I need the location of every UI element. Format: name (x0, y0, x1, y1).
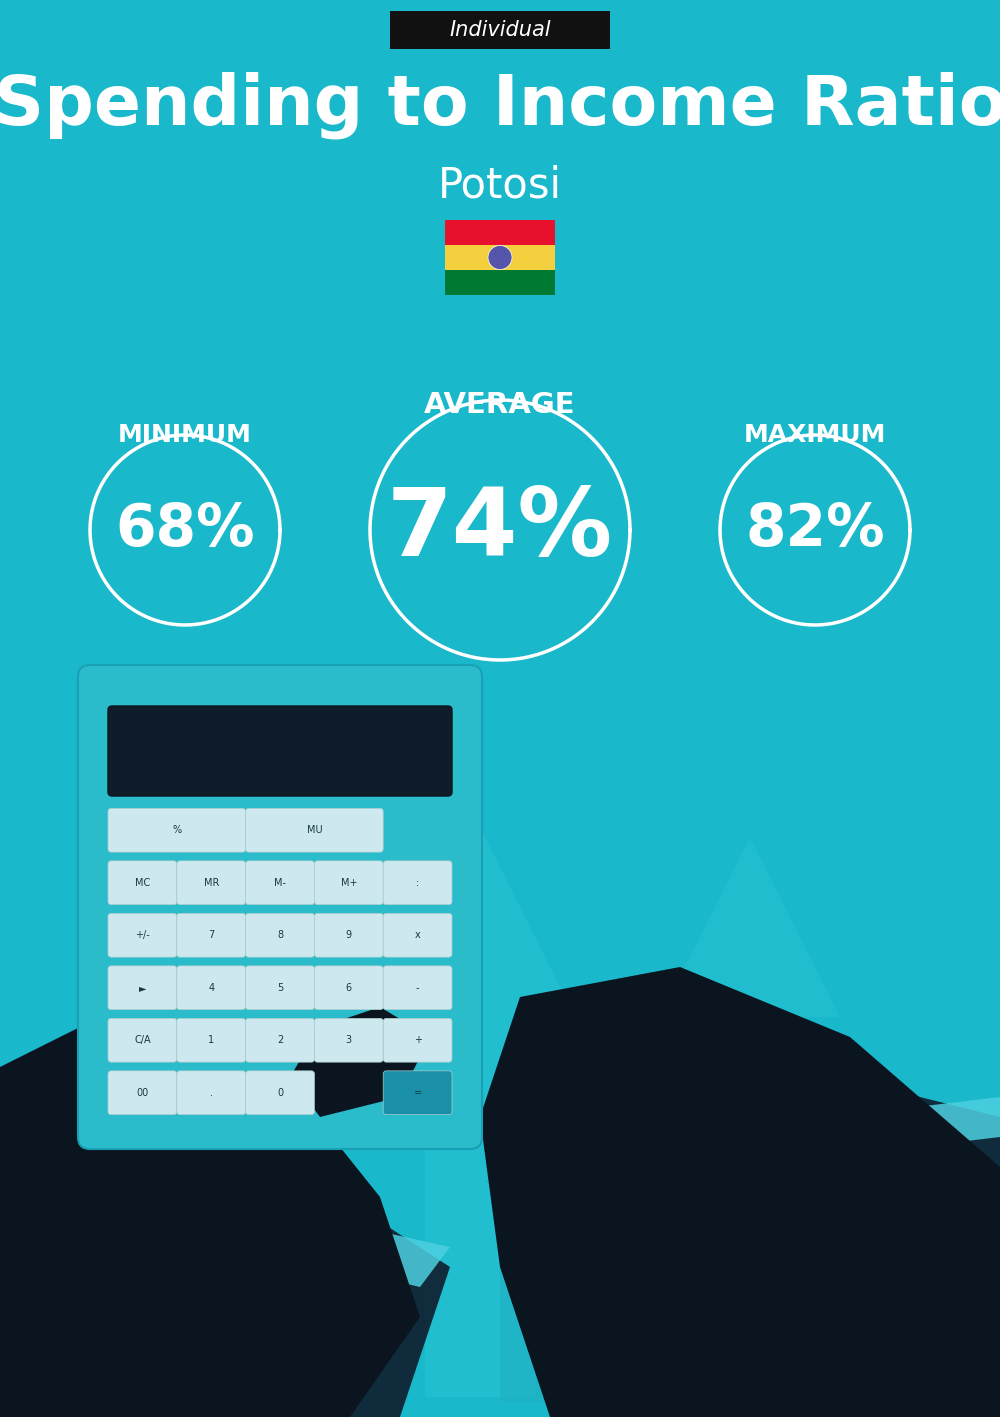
Text: M-: M- (274, 877, 286, 887)
Text: 5: 5 (277, 983, 283, 993)
FancyBboxPatch shape (177, 914, 246, 956)
FancyBboxPatch shape (314, 914, 383, 956)
Text: Spending to Income Ratio: Spending to Income Ratio (0, 71, 1000, 139)
Bar (445, 271, 555, 295)
Text: 82%: 82% (745, 502, 885, 558)
FancyBboxPatch shape (246, 1019, 314, 1063)
Text: MU: MU (307, 825, 322, 835)
FancyBboxPatch shape (78, 665, 482, 1149)
Circle shape (693, 1309, 797, 1414)
Text: 2: 2 (277, 1036, 283, 1046)
FancyBboxPatch shape (246, 862, 314, 904)
Text: 3: 3 (346, 1036, 352, 1046)
FancyBboxPatch shape (314, 966, 383, 1010)
FancyBboxPatch shape (177, 1019, 246, 1063)
Polygon shape (0, 1136, 450, 1417)
Text: 7: 7 (208, 930, 214, 941)
Bar (215, 1047, 285, 1267)
Bar (700, 1058, 728, 1119)
Text: +: + (414, 1036, 422, 1046)
FancyBboxPatch shape (314, 862, 383, 904)
Bar (700, 1373, 820, 1377)
Text: $: $ (734, 1348, 756, 1376)
Bar (700, 1397, 820, 1401)
Polygon shape (485, 1041, 815, 1182)
FancyBboxPatch shape (108, 808, 246, 852)
Text: AVERAGE: AVERAGE (424, 391, 576, 419)
Text: -: - (416, 983, 419, 993)
Bar (700, 1391, 820, 1396)
FancyBboxPatch shape (814, 1231, 866, 1260)
Text: 6: 6 (346, 983, 352, 993)
Text: 9: 9 (346, 930, 352, 941)
Polygon shape (290, 1007, 430, 1117)
Bar (700, 1384, 820, 1390)
Text: 74%: 74% (387, 485, 613, 575)
Text: .: . (210, 1088, 213, 1098)
FancyBboxPatch shape (383, 966, 452, 1010)
Bar (445, 220, 555, 245)
Bar (732, 1302, 758, 1325)
Polygon shape (0, 1146, 450, 1287)
FancyBboxPatch shape (383, 914, 452, 956)
Text: MR: MR (204, 877, 219, 887)
Text: %: % (172, 825, 181, 835)
FancyBboxPatch shape (314, 1019, 383, 1063)
FancyBboxPatch shape (246, 1071, 314, 1115)
FancyBboxPatch shape (108, 966, 177, 1010)
Bar (822, 1250, 858, 1281)
FancyBboxPatch shape (108, 914, 177, 956)
Text: Individual: Individual (449, 20, 551, 40)
Bar (425, 1047, 535, 1397)
FancyBboxPatch shape (108, 1019, 177, 1063)
Polygon shape (480, 966, 1000, 1417)
Text: +/-: +/- (135, 930, 150, 941)
Circle shape (488, 245, 512, 269)
FancyBboxPatch shape (246, 914, 314, 956)
FancyBboxPatch shape (177, 1071, 246, 1115)
Bar (618, 1284, 682, 1401)
Text: Potosi: Potosi (438, 164, 562, 205)
FancyBboxPatch shape (177, 862, 246, 904)
FancyBboxPatch shape (108, 706, 452, 796)
Text: M+: M+ (341, 877, 357, 887)
Text: :: : (416, 877, 419, 887)
Text: =: = (414, 1088, 422, 1098)
FancyBboxPatch shape (383, 1019, 452, 1063)
FancyBboxPatch shape (246, 966, 314, 1010)
Text: MINIMUM: MINIMUM (118, 424, 252, 446)
FancyBboxPatch shape (177, 966, 246, 1010)
Circle shape (768, 1260, 912, 1404)
FancyBboxPatch shape (724, 1284, 766, 1312)
Text: $: $ (826, 1314, 854, 1350)
Text: C/A: C/A (134, 1036, 151, 1046)
FancyBboxPatch shape (108, 862, 177, 904)
Text: MAXIMUM: MAXIMUM (744, 424, 886, 446)
Text: ►: ► (139, 983, 146, 993)
Bar (700, 1379, 820, 1384)
FancyBboxPatch shape (108, 1071, 177, 1115)
Polygon shape (180, 907, 320, 1047)
Polygon shape (370, 828, 590, 1047)
Polygon shape (580, 1097, 1000, 1187)
Text: MC: MC (135, 877, 150, 887)
Text: 68%: 68% (115, 502, 255, 558)
Text: 00: 00 (136, 1088, 149, 1098)
Bar (500, 1182, 800, 1401)
Bar (622, 1292, 678, 1401)
Bar (445, 245, 555, 271)
Text: 0: 0 (277, 1088, 283, 1098)
FancyBboxPatch shape (390, 11, 610, 50)
Polygon shape (600, 1067, 1000, 1417)
Text: 4: 4 (208, 983, 214, 993)
Polygon shape (0, 1017, 420, 1417)
FancyBboxPatch shape (383, 1071, 452, 1115)
FancyBboxPatch shape (383, 862, 452, 904)
Text: 8: 8 (277, 930, 283, 941)
FancyBboxPatch shape (246, 808, 383, 852)
Text: x: x (415, 930, 420, 941)
Polygon shape (660, 837, 840, 1017)
Text: 1: 1 (208, 1036, 214, 1046)
Bar (705, 1017, 795, 1316)
